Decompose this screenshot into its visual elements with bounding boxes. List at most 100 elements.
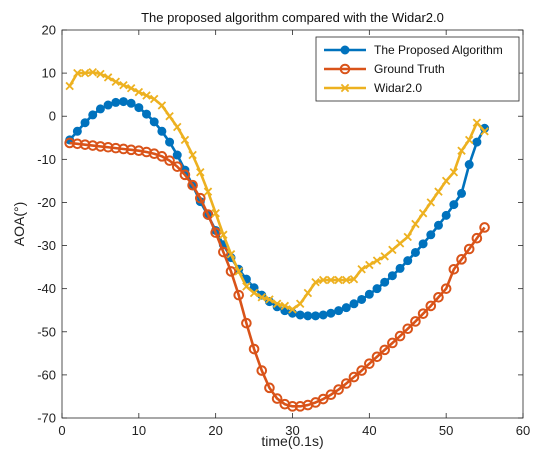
data-point bbox=[326, 275, 336, 285]
data-point bbox=[142, 91, 151, 100]
data-point bbox=[311, 277, 320, 287]
y-tick-label: -70 bbox=[37, 411, 56, 426]
y-tick-label: -30 bbox=[37, 238, 56, 253]
data-point bbox=[402, 323, 414, 335]
chart-title: The proposed algorithm compared with the… bbox=[141, 10, 444, 25]
data-point bbox=[334, 275, 343, 285]
data-point bbox=[72, 126, 82, 136]
data-point bbox=[342, 275, 351, 285]
data-point bbox=[157, 101, 167, 110]
y-tick-label: -50 bbox=[37, 324, 56, 339]
data-point bbox=[448, 263, 460, 275]
legend-marker bbox=[340, 83, 350, 93]
legend-label: Ground Truth bbox=[374, 62, 445, 76]
data-point bbox=[180, 135, 190, 145]
data-point bbox=[134, 87, 144, 97]
data-point bbox=[226, 249, 236, 259]
data-point bbox=[418, 208, 428, 218]
data-point bbox=[165, 137, 175, 147]
data-point bbox=[241, 317, 252, 329]
data-point bbox=[96, 69, 105, 79]
data-point bbox=[164, 155, 175, 166]
data-point bbox=[280, 301, 290, 311]
data-point bbox=[380, 277, 390, 287]
data-point bbox=[449, 200, 459, 210]
data-point bbox=[156, 151, 168, 162]
data-point bbox=[349, 274, 359, 284]
data-point bbox=[134, 103, 144, 113]
data-point bbox=[457, 146, 466, 155]
data-point bbox=[195, 192, 206, 204]
data-point bbox=[463, 243, 475, 255]
series-line bbox=[69, 141, 486, 408]
data-point bbox=[348, 371, 360, 383]
data-point bbox=[395, 239, 405, 248]
data-point bbox=[433, 220, 443, 230]
data-point bbox=[149, 94, 159, 104]
data-point bbox=[472, 137, 482, 147]
data-point bbox=[80, 68, 90, 78]
data-point bbox=[433, 291, 444, 303]
data-point bbox=[464, 160, 474, 170]
data-point bbox=[318, 310, 328, 320]
data-point bbox=[341, 303, 351, 313]
data-point bbox=[242, 282, 251, 291]
data-point bbox=[219, 230, 228, 240]
data-point bbox=[371, 351, 383, 363]
data-point bbox=[203, 187, 213, 196]
data-point bbox=[471, 232, 483, 244]
data-point bbox=[248, 343, 260, 355]
data-point bbox=[303, 288, 313, 298]
data-point bbox=[111, 97, 121, 107]
data-point bbox=[387, 271, 397, 281]
y-tick-label: 20 bbox=[42, 23, 56, 38]
legend: The Proposed Algorithm Ground Truth Widar2… bbox=[315, 36, 520, 102]
data-point bbox=[257, 293, 267, 302]
data-point bbox=[233, 289, 245, 301]
x-tick-label: 10 bbox=[132, 423, 146, 438]
legend-entry: Widar2.0 bbox=[324, 81, 422, 95]
data-point bbox=[103, 100, 113, 110]
data-point bbox=[417, 308, 429, 319]
data-point bbox=[271, 393, 283, 404]
data-point bbox=[340, 378, 352, 389]
y-tick-label: -60 bbox=[37, 367, 56, 382]
data-point bbox=[333, 384, 344, 395]
data-point bbox=[249, 288, 259, 298]
data-point bbox=[364, 358, 375, 369]
data-point bbox=[272, 299, 282, 308]
data-point bbox=[88, 110, 98, 120]
data-point bbox=[88, 68, 97, 77]
data-point bbox=[317, 393, 329, 405]
data-point bbox=[410, 247, 420, 257]
data-point bbox=[73, 68, 82, 78]
series-2 bbox=[65, 68, 489, 314]
x-tick-label: 0 bbox=[58, 423, 65, 438]
data-point bbox=[441, 210, 451, 220]
data-point bbox=[403, 232, 412, 242]
data-point bbox=[256, 365, 268, 376]
data-point bbox=[103, 73, 113, 82]
data-point bbox=[456, 254, 467, 265]
y-axis-label: AOA(°) bbox=[11, 202, 27, 247]
x-tick-label: 20 bbox=[208, 423, 222, 438]
x-axis: 0 10 20 30 40 50 60 bbox=[58, 30, 530, 438]
data-point bbox=[211, 208, 220, 218]
data-point bbox=[357, 294, 367, 304]
data-point bbox=[380, 252, 389, 261]
data-point bbox=[95, 104, 105, 114]
y-tick-label: -10 bbox=[37, 152, 56, 167]
data-point bbox=[173, 122, 182, 132]
data-point bbox=[418, 239, 428, 249]
data-point bbox=[119, 80, 128, 90]
legend-label: Widar2.0 bbox=[374, 81, 422, 95]
data-point bbox=[349, 299, 359, 309]
data-point bbox=[80, 118, 90, 128]
data-point bbox=[357, 265, 366, 274]
legend-entry: Ground Truth bbox=[324, 62, 445, 76]
data-point bbox=[434, 187, 443, 196]
data-point bbox=[411, 219, 420, 229]
legend-label: The Proposed Algorithm bbox=[374, 43, 503, 57]
data-point bbox=[449, 168, 459, 177]
